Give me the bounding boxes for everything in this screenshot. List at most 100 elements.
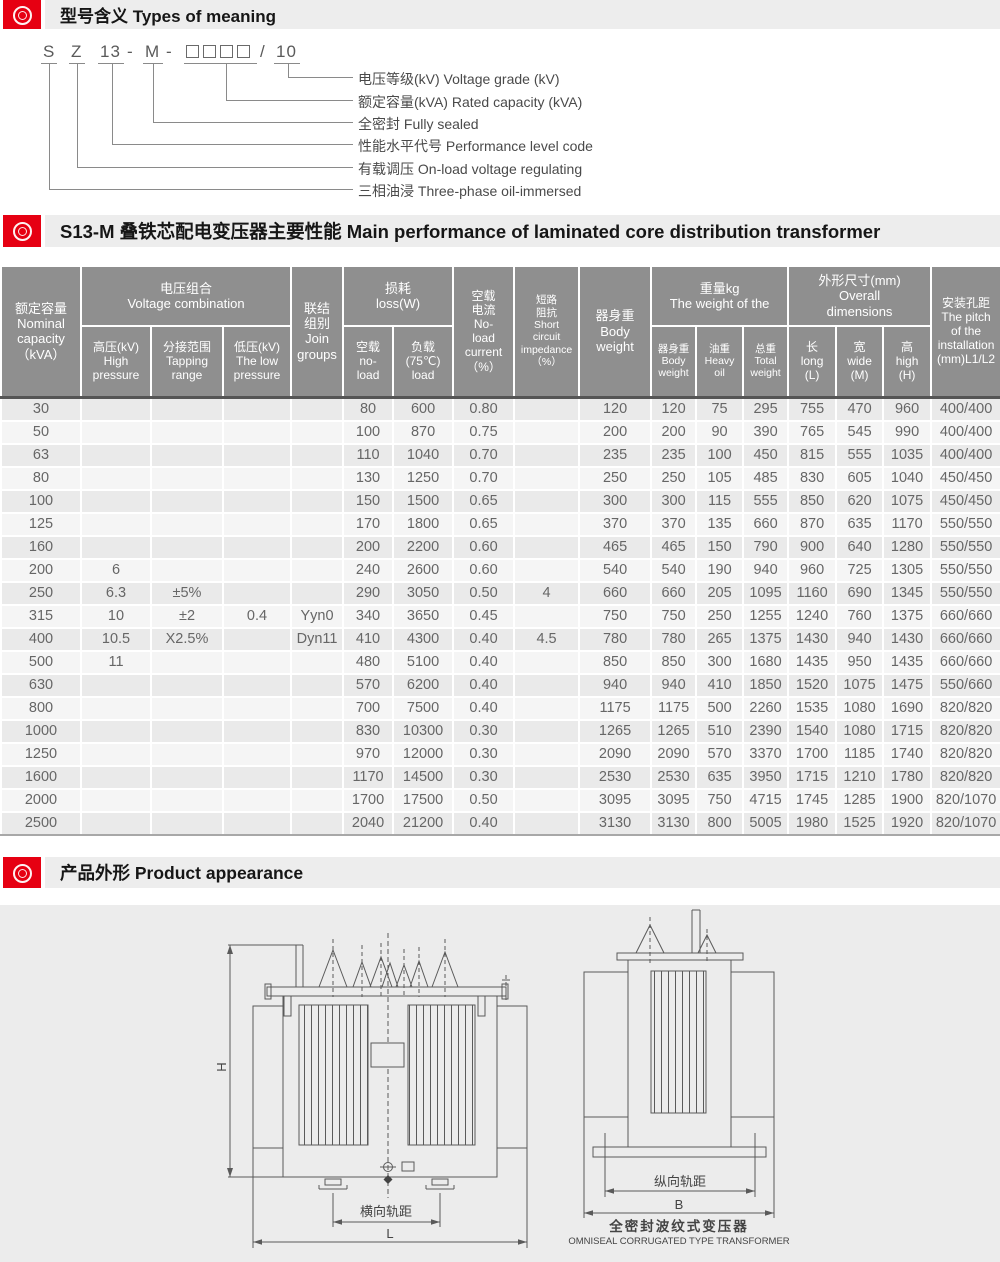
underline (184, 63, 257, 64)
table-cell: 75 (695, 395, 745, 422)
table-cell: 1240 (787, 603, 838, 629)
code-label-voltage-grade: 电压等级(kV) Voltage grade (kV) (358, 71, 560, 87)
dim-label-l: L (386, 1226, 393, 1241)
table-cell: 1900 (882, 787, 933, 813)
table-cell: 1920 (882, 810, 933, 836)
table-cell: 690 (835, 580, 885, 606)
table-cell: 1800 (392, 511, 455, 537)
table-row: 30 80 600 0.80 120 120 75 295 755 470 960 400/400 (0, 395, 1000, 422)
table-cell (513, 810, 581, 836)
code-label-rated-capacity: 额定容量(kVA) Rated capacity (kVA) (358, 94, 583, 110)
table-row: 63 110 1040 0.70 235 235 100 450 815 555 1035 400/4… (0, 442, 1000, 468)
table-cell: 2090 (578, 741, 653, 767)
table-cell: 265 (695, 626, 745, 652)
section-header-meaning: 型号含义 Types of meaning (0, 0, 1000, 29)
table-cell: X2.5% (150, 626, 224, 652)
table-cell: 0.30 (452, 764, 516, 790)
col-header-join-groups: 联结 组别 Join groups (290, 265, 345, 398)
table-cell: 1525 (835, 810, 885, 836)
table-cell (221, 741, 293, 767)
table-cell: 150 (342, 488, 395, 514)
table-cell: 725 (835, 557, 885, 583)
col-header-tapping-range: 分接范围 Tapping range (150, 325, 224, 398)
table-cell: 400/400 (930, 395, 1000, 422)
leader-line (77, 64, 353, 168)
table-cell: Yyn0 (290, 603, 345, 629)
table-cell (150, 395, 224, 422)
bushing (431, 950, 459, 988)
table-cell: 990 (882, 419, 933, 445)
table-cell: 605 (835, 465, 885, 491)
table-cell (80, 534, 152, 560)
table-cell (150, 695, 224, 721)
table-row: 1000 830 10300 0.30 1265 1265 510 2390 1540 1080 1… (0, 718, 1000, 744)
table-cell (290, 695, 345, 721)
leader-line (112, 64, 353, 145)
table-cell (80, 764, 152, 790)
table-cell: 0.60 (452, 557, 516, 583)
table-cell (513, 649, 581, 675)
table-cell: 2530 (578, 764, 653, 790)
table-cell (221, 695, 293, 721)
table-cell: 1080 (835, 718, 885, 744)
table-cell: 1500 (392, 488, 455, 514)
col-group-loss: 损耗 loss(W) (342, 265, 455, 327)
table-cell (221, 465, 293, 491)
table-row: 200 6 240 2600 0.60 540 540 190 940 960 725 1305 550… (0, 557, 1000, 583)
code-token-s: S (43, 42, 56, 61)
table-cell (150, 557, 224, 583)
table-cell: 540 (578, 557, 653, 583)
base-rail (592, 1146, 767, 1158)
table-cell (290, 557, 345, 583)
table-cell: 400/400 (930, 442, 1000, 468)
table-cell: 4 (513, 580, 581, 606)
table-cell: 820/1070 (930, 810, 1000, 836)
section-bar-background (45, 857, 1000, 888)
table-cell: 850 (578, 649, 653, 675)
dim-label-b: B (675, 1197, 684, 1212)
code-token-dash: - (166, 42, 173, 61)
table-cell: 620 (835, 488, 885, 514)
table-cell: 100 (0, 488, 82, 514)
table-cell: 555 (742, 488, 790, 514)
bushing (409, 959, 429, 988)
table-cell: 2500 (0, 810, 82, 836)
table-cell (80, 787, 152, 813)
table-cell: 1535 (787, 695, 838, 721)
table-cell: 295 (742, 395, 790, 422)
table-cell (150, 465, 224, 491)
table-cell: 830 (787, 465, 838, 491)
col-header-body-weight: 器身重 Body weight (578, 265, 653, 398)
table-cell: 750 (650, 603, 698, 629)
table-cell: 3050 (392, 580, 455, 606)
table-cell: 100 (342, 419, 395, 445)
table-cell: 1035 (882, 442, 933, 468)
table-cell: 0.30 (452, 741, 516, 767)
table-cell: 21200 (392, 810, 455, 836)
code-token-dash: - (127, 42, 134, 61)
table-cell: 5100 (392, 649, 455, 675)
section-header-performance: S13-M 叠铁芯配电变压器主要性能 Main performance of l… (0, 215, 1000, 247)
table-cell: 1040 (882, 465, 933, 491)
table-cell: 465 (578, 534, 653, 560)
table-cell: 110 (342, 442, 395, 468)
drawing-caption-zh: 全密封波纹式变压器 (608, 1218, 749, 1234)
table-cell (221, 488, 293, 514)
table-cell: 1160 (787, 580, 838, 606)
table-cell: 510 (695, 718, 745, 744)
table-cell (290, 419, 345, 445)
table-cell: 1435 (787, 649, 838, 675)
table-cell: 800 (695, 810, 745, 836)
table-cell: ±2 (150, 603, 224, 629)
col-header-height: 高 high (H) (882, 325, 933, 398)
table-cell: 540 (650, 557, 698, 583)
table-cell: 7500 (392, 695, 455, 721)
table-cell: 450/450 (930, 465, 1000, 491)
drawing-caption-en: OMNISEAL CORRUGATED TYPE TRANSFORMER (568, 1236, 789, 1247)
table-cell: 570 (695, 741, 745, 767)
table-row: 800 700 7500 0.40 1175 1175 500 2260 1535 1080 169… (0, 695, 1000, 721)
table-cell: 850 (787, 488, 838, 514)
table-cell: 1265 (650, 718, 698, 744)
table-cell: 660/660 (930, 603, 1000, 629)
table-cell: 1265 (578, 718, 653, 744)
